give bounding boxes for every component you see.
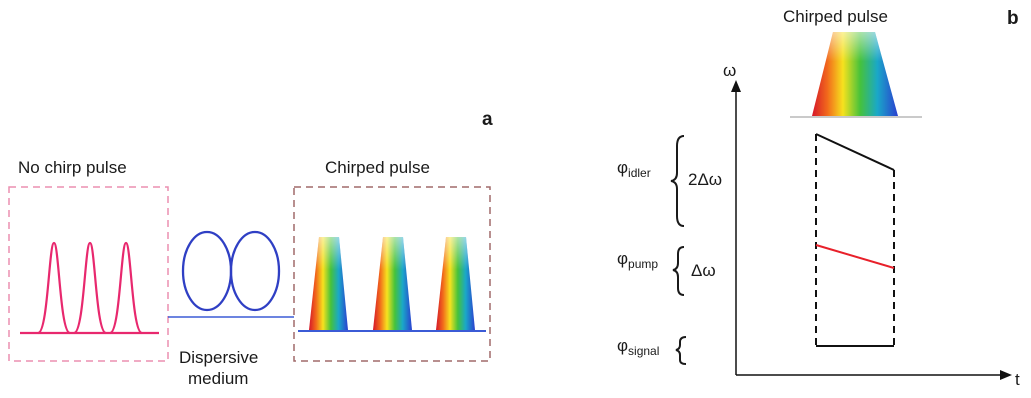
pump-brace: [672, 246, 685, 296]
chirped-title-b: Chirped pulse: [783, 7, 888, 26]
phi-idler-sub: idler: [628, 166, 651, 180]
phi-idler-symbol: φ: [617, 158, 629, 177]
pump-bandwidth: Δω: [691, 261, 716, 280]
pulse-window: [815, 133, 895, 347]
phi-idler-label: φidler: [617, 158, 651, 180]
medium-label-line1: Dispersive: [179, 348, 259, 367]
phi-signal-sub: signal: [628, 344, 660, 358]
gaussian-pulse-1: [36, 241, 72, 335]
gaussian-pulse-2: [72, 241, 108, 335]
time-axis-arrow: [1000, 370, 1012, 380]
omega-axis-label: ω: [723, 61, 737, 80]
dispersive-fiber: [168, 230, 294, 318]
pump-line: [815, 244, 895, 269]
time-axis-label: t: [1015, 370, 1020, 389]
phi-signal-symbol: φ: [617, 336, 629, 355]
fiber-loop-2: [229, 230, 281, 312]
gaussian-pulse-3: [108, 241, 144, 335]
phi-signal-label: φsignal: [617, 336, 659, 358]
no-chirp-pulses: [20, 241, 159, 335]
chirped-pulses: [309, 237, 475, 330]
chirped-box: [293, 186, 491, 362]
braces: [670, 135, 687, 365]
medium-label-line2: medium: [188, 369, 249, 388]
phi-pump-symbol: φ: [617, 249, 629, 268]
fiber-loop-1: [181, 230, 233, 312]
signal-brace: [675, 336, 687, 365]
idler-bandwidth: 2Δω: [688, 170, 723, 189]
no-chirp-box: [8, 186, 169, 362]
panel-label-a: a: [482, 109, 493, 130]
chirped-title-a: Chirped pulse: [325, 158, 430, 177]
panel-label-b: b: [1007, 8, 1019, 29]
phi-pump-sub: pump: [628, 257, 659, 271]
idler-brace: [670, 135, 685, 227]
omega-axis-arrow: [731, 80, 741, 92]
axes: [731, 80, 1012, 380]
no-chirp-title: No chirp pulse: [18, 158, 127, 177]
idler-line: [815, 133, 895, 171]
phi-pump-label: φpump: [617, 249, 658, 271]
